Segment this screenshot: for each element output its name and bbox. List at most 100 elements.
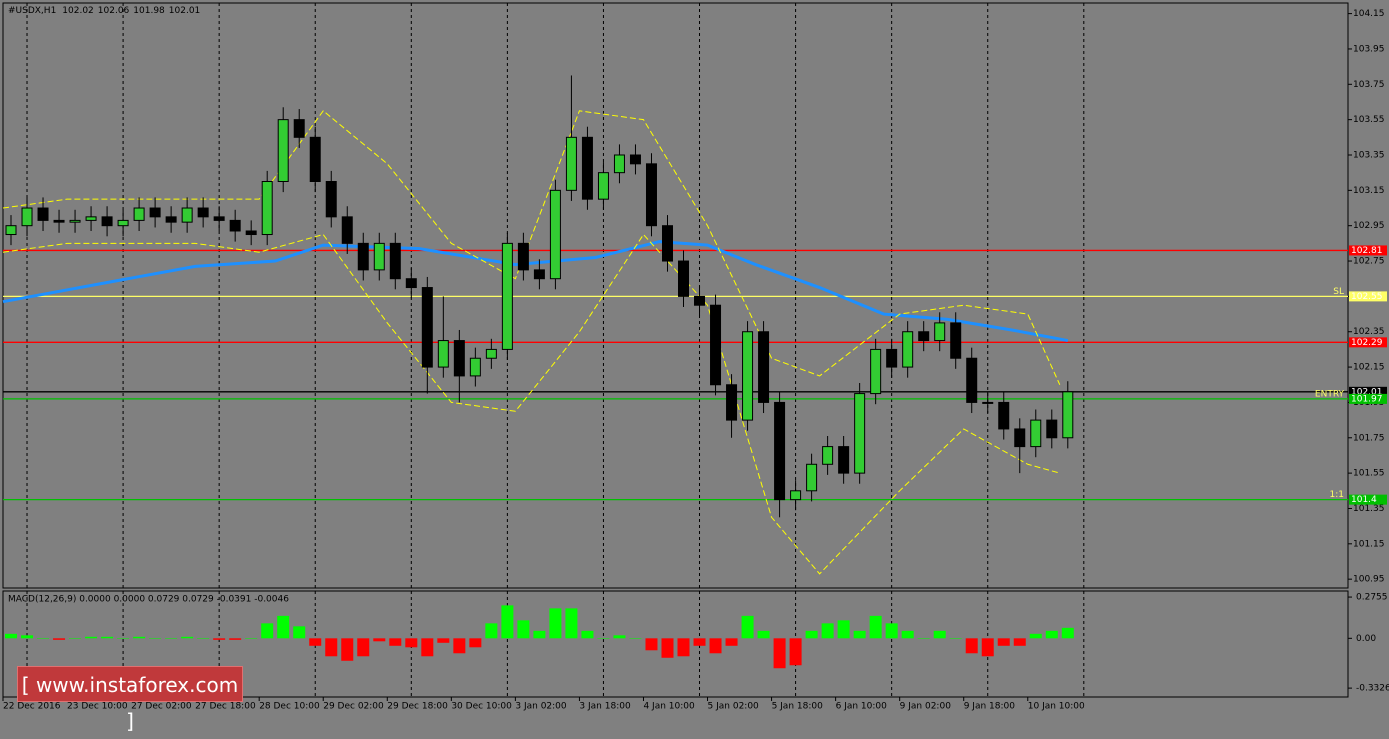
macd-bar bbox=[1013, 638, 1026, 646]
header: #USDX,H1 102.02 102.06 101.98 102.01 bbox=[8, 6, 200, 16]
macd-bar bbox=[773, 638, 786, 669]
level-box bbox=[1349, 393, 1387, 404]
macd-bar bbox=[21, 635, 34, 639]
level-box bbox=[1349, 494, 1387, 505]
y-tick-label: 101.75 bbox=[1353, 433, 1385, 443]
macd-bar bbox=[501, 605, 514, 639]
macd-bar bbox=[277, 615, 290, 639]
macd-bar bbox=[101, 636, 114, 639]
candle-body bbox=[453, 340, 465, 377]
candle-body bbox=[213, 216, 225, 221]
macd-bar bbox=[421, 638, 434, 657]
macd-bar bbox=[373, 638, 386, 642]
macd-bar bbox=[245, 638, 258, 639]
overlay-line bbox=[2, 233, 1060, 575]
macd-bar bbox=[837, 620, 850, 639]
candle-body bbox=[1062, 391, 1074, 439]
candle-body bbox=[197, 207, 209, 218]
x-tick-label: 10 Jan 10:00 bbox=[1028, 702, 1085, 712]
macd-bar bbox=[709, 638, 722, 654]
macd-bar bbox=[229, 638, 242, 640]
candle-body bbox=[245, 230, 257, 236]
x-tick-label: 6 Jan 10:00 bbox=[836, 702, 888, 712]
macd-bar bbox=[149, 638, 162, 639]
x-tick-label: 3 Jan 18:00 bbox=[579, 702, 631, 712]
high: 102.06 bbox=[98, 6, 130, 16]
macd-bar bbox=[53, 638, 66, 640]
macd-bar bbox=[133, 636, 146, 639]
level-value: 101.4 bbox=[1351, 495, 1377, 505]
macd-bar bbox=[85, 636, 98, 639]
macd-bar bbox=[821, 623, 834, 639]
macd-bar bbox=[1029, 633, 1042, 639]
candle-body bbox=[181, 207, 193, 223]
x-tick-label: 27 Dec 02:00 bbox=[131, 702, 192, 712]
candle-body bbox=[758, 331, 770, 403]
macd-bar bbox=[949, 638, 962, 639]
candle-body bbox=[117, 219, 129, 227]
level-value: 102.01 bbox=[1351, 387, 1383, 397]
macd-y-tick-label: 0.2755 bbox=[1356, 593, 1388, 603]
candle-body bbox=[998, 401, 1010, 430]
candle-body bbox=[822, 446, 834, 465]
macd-bar bbox=[533, 630, 546, 639]
candle-body bbox=[165, 216, 177, 223]
candle-body bbox=[469, 357, 481, 377]
macd-bar bbox=[725, 638, 738, 646]
candle-body bbox=[870, 348, 882, 395]
candle-body bbox=[1046, 419, 1058, 439]
y-tick-label: 101.35 bbox=[1353, 504, 1385, 514]
y-tick-label: 100.95 bbox=[1353, 575, 1385, 585]
macd-bar bbox=[5, 633, 18, 639]
candle-body bbox=[405, 278, 417, 289]
macd-bar bbox=[181, 636, 194, 639]
candle-body bbox=[277, 119, 289, 183]
level-value: 101.97 bbox=[1351, 394, 1383, 404]
level-box bbox=[1349, 291, 1387, 302]
macd-bar bbox=[453, 638, 466, 654]
candle-body bbox=[517, 242, 529, 271]
macd-bar bbox=[997, 638, 1010, 646]
macd-y-tick-label: -0.3326 bbox=[1356, 684, 1389, 694]
macd-bar bbox=[213, 638, 226, 640]
candle-body bbox=[149, 207, 161, 218]
macd-bar bbox=[469, 638, 482, 648]
symbol: #USDX,H1 bbox=[8, 6, 56, 16]
macd-bar bbox=[597, 638, 610, 639]
y-tick-label: 102.95 bbox=[1353, 221, 1385, 231]
candle-body bbox=[581, 136, 593, 200]
x-tick-label: 23 Dec 10:00 bbox=[67, 702, 128, 712]
macd-bar bbox=[261, 623, 274, 639]
candle-body bbox=[838, 446, 850, 474]
x-tick-label: 28 Dec 10:00 bbox=[259, 702, 320, 712]
macd-bar bbox=[117, 638, 130, 639]
macd-bar bbox=[357, 638, 370, 657]
chart: #USDX,H1 102.02 102.06 101.98 102.01 MACD(12… bbox=[2, 2, 1389, 712]
candle-body bbox=[774, 401, 786, 501]
x-tick-label: 9 Jan 02:00 bbox=[900, 702, 952, 712]
candle-body bbox=[597, 172, 609, 200]
macd-bar bbox=[917, 638, 930, 639]
macd-bar bbox=[69, 638, 82, 639]
macd-bar bbox=[741, 615, 754, 639]
candle-body bbox=[389, 242, 401, 280]
level-value: 102.29 bbox=[1351, 338, 1383, 348]
y-tick-label: 103.75 bbox=[1353, 80, 1385, 90]
macd-title: MACD(12,26,9) 0.0000 0.0000 0.0729 0.072… bbox=[8, 595, 289, 605]
price-panel bbox=[2, 2, 1349, 589]
overlay-line bbox=[2, 240, 1069, 343]
candle-body bbox=[710, 304, 722, 386]
candle-body bbox=[325, 181, 337, 218]
x-tick-label: 29 Dec 02:00 bbox=[323, 702, 384, 712]
candle-body bbox=[373, 242, 385, 271]
macd-bar bbox=[677, 638, 690, 657]
macd-bar bbox=[645, 638, 658, 651]
candle-body bbox=[421, 287, 433, 368]
macd-bar bbox=[197, 638, 210, 639]
macd-bar bbox=[341, 638, 354, 661]
candle-body bbox=[133, 207, 145, 221]
watermark: [ www.instaforex.com ] bbox=[17, 666, 243, 733]
macd-bar bbox=[389, 638, 402, 646]
macd-bar bbox=[805, 630, 818, 639]
